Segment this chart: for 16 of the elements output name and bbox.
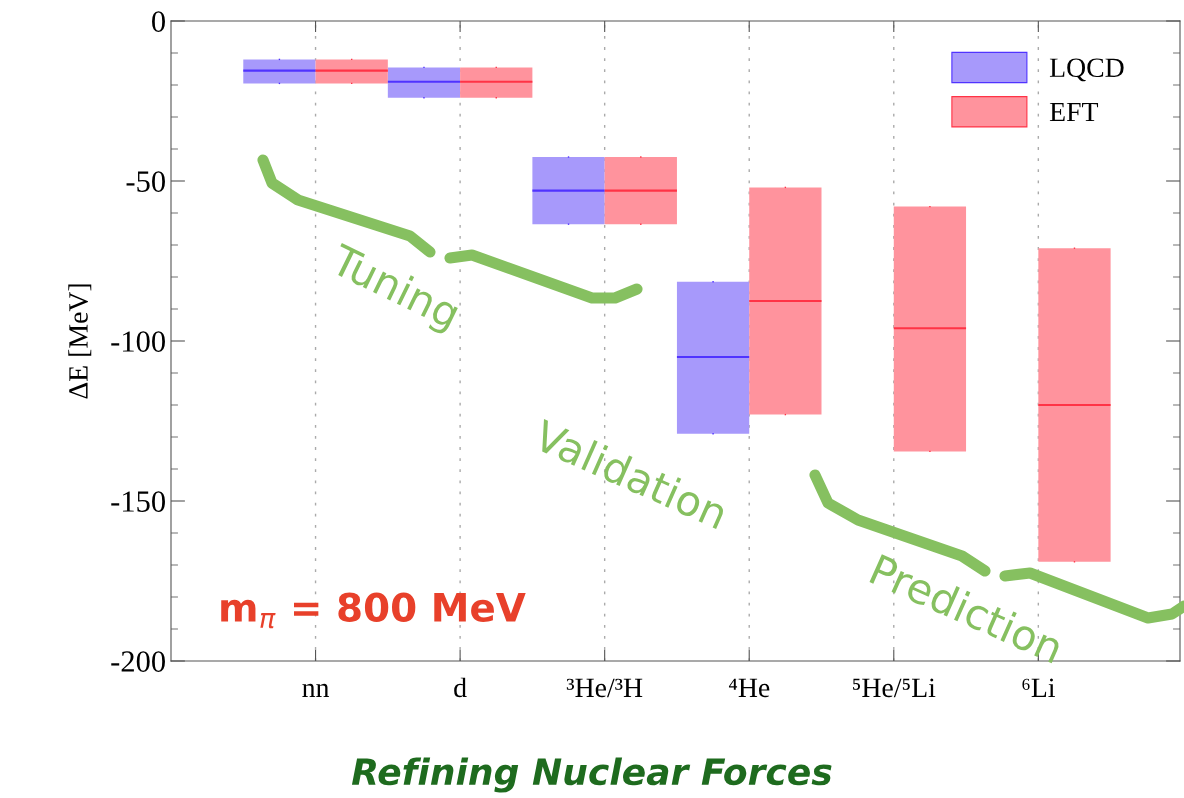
y-tick-label: -50 (126, 171, 165, 192)
x-tick-label: nn (302, 683, 330, 697)
x-tick-label: ⁵He/⁵Li (853, 678, 936, 698)
text: Refining Nuclear Forces (351, 757, 832, 793)
x-tick-label: ⁴He (728, 678, 770, 698)
y-tick-label: -150 (111, 491, 165, 512)
y-axis-title: ΔE [MeV] (68, 284, 92, 399)
y-tick-label: 0 (152, 11, 165, 32)
x-tick-label: d (454, 677, 467, 698)
x-tick-label: ⁶Li (1022, 678, 1055, 697)
y-tick-label: -200 (111, 651, 165, 672)
annotation: m$_{π}$ = 800 MeV (221, 592, 526, 629)
x-tick-label: ³He/³H (566, 678, 643, 698)
y-tick-label: -100 (111, 331, 165, 352)
legend-label: EFT (1049, 102, 1099, 122)
legend-label: LQCD (1049, 58, 1124, 82)
